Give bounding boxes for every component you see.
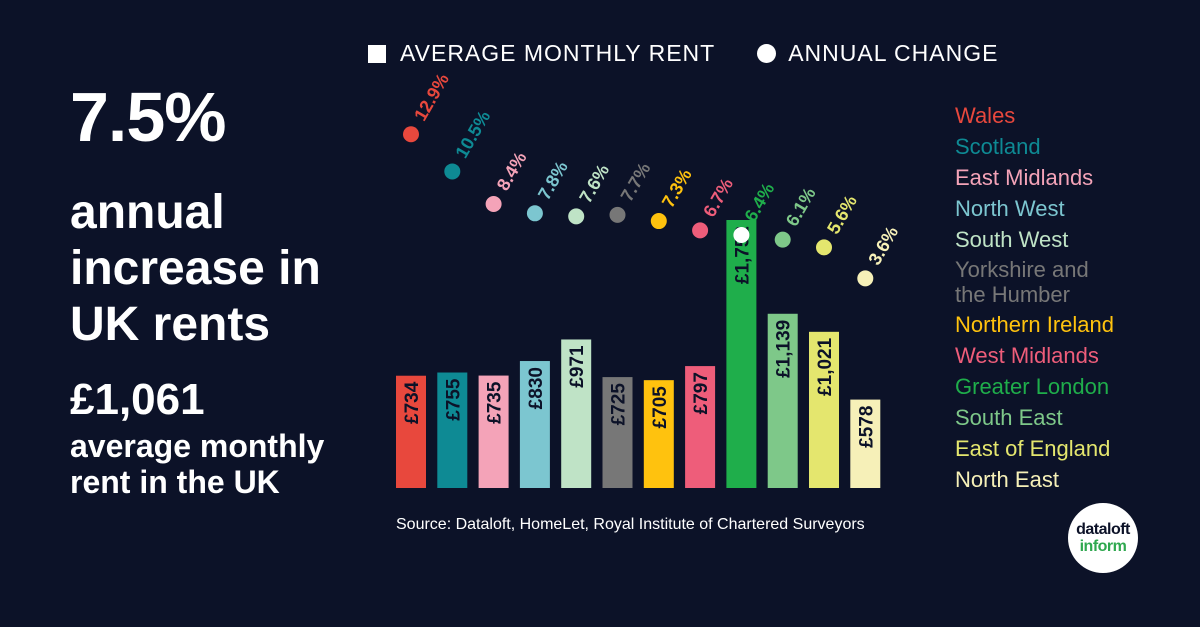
region-list: Wales Scotland East Midlands North West Sout… (955, 100, 1114, 495)
change-label-east-of-england: 5.6% (823, 192, 861, 238)
region-label-wales: Wales (955, 103, 1016, 128)
change-label-northern-ireland: 7.3% (658, 166, 696, 212)
average-rent-text: average monthly rent in the UK (70, 428, 325, 500)
dot-wales (403, 126, 419, 143)
bar-north-east (850, 399, 881, 488)
bar-west-midlands (685, 366, 716, 488)
region-label-north-west: North West (955, 196, 1065, 221)
bar-greater-london (726, 220, 757, 488)
logo-line1: dataloft (1076, 521, 1130, 538)
bar-label-north-east: £578 (856, 406, 877, 448)
bar-label-east-midlands: £735 (485, 381, 506, 424)
bar-northern-ireland (643, 380, 674, 488)
bar-label-west-midlands: £797 (691, 372, 712, 414)
bar-label-scotland: £755 (443, 378, 464, 421)
region-label-north-east: North East (955, 467, 1059, 492)
dot-northern-ireland (650, 213, 667, 230)
bar-label-yorkshire-and-the-humber: £725 (609, 383, 630, 426)
legend-change-label: ANNUAL CHANGE (788, 40, 999, 66)
region-label-south-west: South West (955, 227, 1069, 252)
logo-line2: inform (1079, 538, 1127, 555)
dot-scotland (444, 163, 461, 180)
bar-yorkshire-and-the-humber (602, 377, 633, 488)
bar-wales (396, 375, 426, 488)
bar-label-south-east: £1,139 (774, 320, 795, 378)
region-label-yorkshire-and-the-humber: Yorkshire and the Humber (955, 257, 1089, 307)
region-label-northern-ireland: Northern Ireland (955, 312, 1114, 337)
region-label-scotland: Scotland (955, 134, 1041, 159)
change-label-yorkshire-and-the-humber: 7.7% (617, 159, 655, 205)
dot-yorkshire-and-the-humber (609, 206, 626, 223)
source-note: Source: Dataloft, HomeLet, Royal Institu… (396, 516, 865, 533)
square-legend-icon (368, 44, 386, 63)
chart-legend: AVERAGE MONTHLY RENT ANNUAL CHANGE (368, 40, 998, 67)
dot-east-of-england (816, 239, 832, 256)
region-label-greater-london: Greater London (955, 374, 1110, 399)
bar-south-west (561, 339, 592, 488)
dot-east-midlands (485, 196, 502, 212)
bar-east-midlands (478, 375, 509, 488)
dot-greater-london (733, 227, 750, 243)
dot-north-west (526, 205, 543, 222)
dot-south-west (568, 208, 585, 225)
bar-label-northern-ireland: £705 (650, 386, 671, 429)
bar-label-north-west: £830 (526, 367, 547, 409)
change-label-north-east: 3.6% (864, 223, 902, 269)
change-label-west-midlands: 6.7% (699, 175, 737, 221)
headline-text: annual increase in UK rents (70, 186, 321, 351)
dot-west-midlands (692, 222, 709, 239)
bar-label-wales: £734 (402, 381, 423, 424)
bar-label-south-west: £971 (567, 345, 588, 388)
change-label-north-west: 7.8% (534, 158, 572, 204)
region-label-south-east: South East (955, 405, 1063, 430)
bar-label-east-of-england: £1,021 (815, 337, 836, 396)
region-label-west-midlands: West Midlands (955, 343, 1099, 368)
change-label-wales: 12.9% (410, 70, 453, 124)
average-rent-value: £1,061 (70, 375, 205, 424)
region-label-east-midlands: East Midlands (955, 165, 1094, 190)
change-label-south-east: 6.1% (782, 184, 820, 230)
change-label-east-midlands: 8.4% (493, 148, 531, 194)
bar-scotland (437, 372, 468, 488)
change-label-scotland: 10.5% (451, 107, 494, 161)
dot-south-east (774, 231, 791, 248)
dataloft-logo: dataloft inform (1068, 503, 1138, 573)
bar-south-east (767, 313, 798, 488)
change-label-south-west: 7.6% (575, 161, 613, 207)
change-label-greater-london: 6.4% (741, 179, 779, 225)
bar-east-of-england (809, 331, 839, 488)
dot-north-east (857, 270, 874, 287)
circle-legend-icon (757, 44, 777, 63)
bar-north-west (519, 361, 550, 488)
legend-rent-label: AVERAGE MONTHLY RENT (400, 40, 716, 66)
region-label-east-of-england: East of England (955, 436, 1111, 461)
headline-value: 7.5% (70, 78, 227, 156)
